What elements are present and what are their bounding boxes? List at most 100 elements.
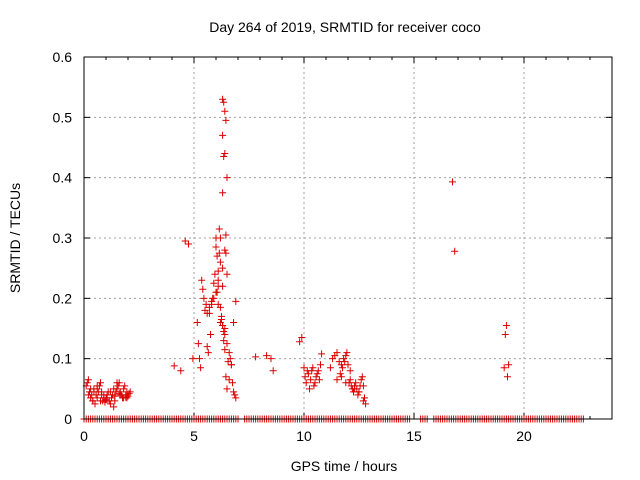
data-point	[301, 373, 309, 381]
data-point	[449, 178, 456, 186]
data-point	[194, 340, 202, 348]
y-tick-label: 0	[64, 411, 72, 427]
data-point	[214, 267, 222, 275]
data-point	[200, 294, 208, 302]
data-point	[226, 355, 234, 363]
data-point	[197, 364, 205, 372]
data-point	[225, 349, 233, 357]
data-point	[302, 379, 310, 387]
data-point	[207, 331, 214, 339]
data-point	[219, 264, 227, 272]
data-point	[223, 174, 231, 182]
data-point	[216, 234, 224, 242]
data-point	[307, 376, 315, 384]
data-point	[221, 346, 229, 354]
data-point	[219, 189, 227, 197]
data-point	[339, 364, 346, 372]
data-point	[221, 325, 229, 332]
data-point	[203, 343, 211, 351]
x-tick-label: 10	[296, 428, 312, 444]
data-point	[208, 300, 216, 308]
y-tick-label: 0.3	[53, 230, 73, 246]
data-point	[220, 328, 228, 336]
data-point	[110, 385, 118, 393]
data-point	[232, 394, 240, 402]
data-point	[315, 376, 323, 384]
data-point	[221, 331, 229, 339]
data-point	[223, 340, 231, 348]
data-point	[337, 361, 345, 369]
data-point	[210, 279, 218, 287]
y-tick-label: 0.5	[53, 109, 73, 125]
y-tick-label: 0.4	[53, 170, 73, 186]
data-point	[210, 294, 218, 302]
data-point	[219, 131, 227, 139]
data-point	[219, 95, 227, 103]
data-point	[214, 300, 222, 308]
data-point	[336, 370, 344, 378]
data-point	[84, 376, 92, 384]
data-point	[342, 352, 350, 360]
data-point	[229, 379, 236, 387]
data-point	[222, 249, 230, 257]
data-point	[342, 379, 350, 387]
y-tick-labels: 0 0.1 0.2 0.3 0.4 0.5 0.6	[53, 49, 73, 427]
data-point	[87, 385, 95, 393]
data-point	[358, 373, 366, 381]
x-tick-label: 0	[80, 428, 88, 444]
data-point	[317, 361, 324, 369]
data-point	[222, 116, 230, 124]
data-point	[219, 282, 227, 290]
x-tick-label: 5	[190, 428, 198, 444]
data-point	[106, 388, 114, 396]
data-point	[227, 361, 235, 369]
data-point	[346, 367, 354, 375]
x-axis-label: GPS time / hours	[291, 458, 398, 474]
data-point	[267, 355, 275, 363]
data-point	[221, 246, 229, 254]
data-point	[193, 318, 201, 326]
data-point	[312, 373, 320, 381]
data-point	[333, 349, 341, 357]
data-point	[84, 391, 92, 399]
data-point	[351, 385, 359, 393]
data-point	[90, 388, 98, 396]
data-point	[306, 385, 313, 393]
data-point	[177, 367, 185, 375]
data-point	[232, 297, 240, 305]
data-point	[231, 391, 239, 399]
data-point	[97, 379, 104, 387]
y-tick-label: 0.2	[53, 290, 73, 306]
data-point	[354, 391, 362, 399]
data-point	[211, 270, 219, 278]
data-point	[221, 107, 229, 115]
data-point	[355, 388, 363, 396]
data-point	[304, 370, 312, 378]
data-point	[313, 370, 321, 378]
data-point	[93, 394, 101, 402]
data-point	[300, 364, 308, 372]
data-point	[337, 373, 345, 381]
data-point	[298, 334, 306, 342]
data-point	[308, 367, 316, 375]
data-point	[352, 379, 360, 387]
grid-lines	[84, 57, 612, 419]
data-point	[500, 364, 508, 372]
chart-title: Day 264 of 2019, SRMTID for receiver coc…	[209, 19, 481, 35]
data-point	[222, 373, 230, 381]
data-point	[361, 394, 368, 402]
data-point	[222, 231, 230, 239]
y-tick-label: 0.1	[53, 351, 73, 367]
data-point	[230, 388, 238, 396]
data-point	[269, 367, 277, 375]
data-point	[220, 337, 228, 345]
data-point	[362, 400, 370, 408]
data-point	[218, 312, 225, 320]
plot-frame	[83, 56, 613, 420]
data-point	[314, 367, 322, 375]
data-point	[98, 388, 106, 396]
data-point	[181, 237, 189, 245]
data-point	[326, 364, 334, 372]
data-point	[223, 270, 231, 278]
